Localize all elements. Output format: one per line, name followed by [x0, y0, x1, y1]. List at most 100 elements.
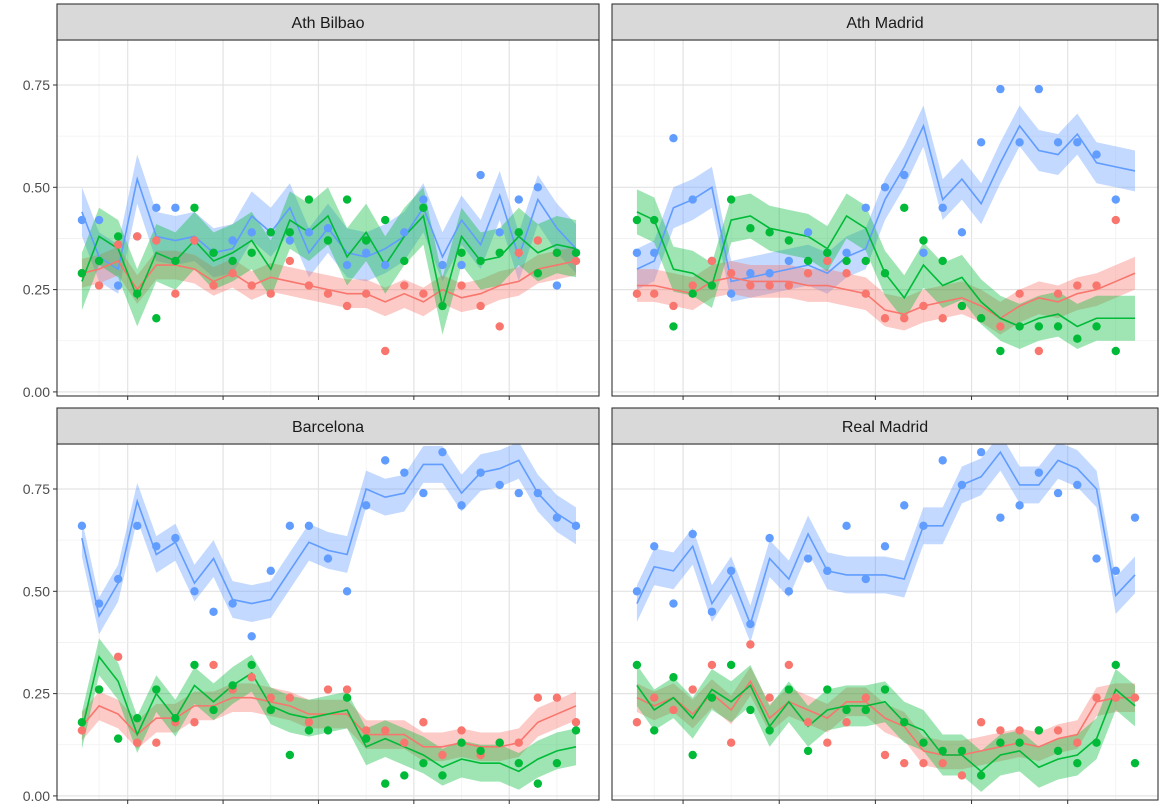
- data-point: [1111, 215, 1120, 225]
- data-point: [784, 236, 794, 245]
- confidence-band: [81, 187, 577, 335]
- facet-panel: Barcelona 0.00 0.25 0.50 0.75: [23, 407, 600, 804]
- data-point: [784, 660, 794, 670]
- data-point: [304, 726, 314, 735]
- data-point: [669, 322, 678, 331]
- data-point: [823, 738, 832, 747]
- data-point: [342, 685, 352, 694]
- facet-strip: [56, 407, 600, 445]
- data-point: [842, 269, 851, 278]
- data-point: [552, 693, 562, 702]
- data-point: [938, 203, 947, 212]
- data-point: [919, 521, 928, 531]
- data-point: [919, 738, 928, 747]
- data-point: [209, 248, 218, 257]
- series-line: [81, 214, 577, 307]
- confidence-band: [636, 433, 1135, 643]
- data-point: [1073, 758, 1082, 768]
- data-point: [976, 447, 986, 457]
- data-point: [1092, 554, 1101, 563]
- data-point: [861, 256, 870, 266]
- data-point: [669, 134, 678, 143]
- data-point: [285, 521, 295, 531]
- data-point: [880, 314, 890, 323]
- data-point: [342, 693, 352, 702]
- confidence-band: [636, 189, 1135, 349]
- data-point: [400, 228, 409, 237]
- data-point: [1034, 726, 1044, 735]
- data-point: [133, 738, 142, 747]
- data-point: [533, 269, 543, 278]
- data-point: [632, 248, 642, 257]
- data-point: [900, 718, 909, 727]
- data-point: [571, 256, 581, 266]
- data-point: [476, 746, 485, 756]
- data-point: [152, 685, 161, 694]
- data-point: [746, 705, 755, 715]
- data-point: [533, 488, 543, 498]
- data-point: [726, 566, 736, 576]
- data-point: [285, 693, 295, 702]
- data-point: [1130, 513, 1140, 522]
- data-point: [900, 501, 909, 510]
- data-point: [861, 289, 870, 298]
- data-point: [495, 228, 504, 237]
- data-point: [381, 215, 390, 225]
- data-point: [1073, 738, 1082, 747]
- data-point: [861, 693, 870, 702]
- data-point: [228, 256, 237, 266]
- data-point: [304, 521, 314, 531]
- data-point: [457, 501, 466, 510]
- data-point: [247, 248, 256, 257]
- data-point: [650, 542, 659, 551]
- data-point: [94, 685, 104, 694]
- data-point: [247, 228, 256, 237]
- data-point: [514, 248, 523, 257]
- data-point: [803, 269, 813, 278]
- data-point: [632, 289, 642, 298]
- data-point: [514, 488, 523, 498]
- data-point: [342, 195, 352, 204]
- data-point: [266, 289, 275, 298]
- data-point: [823, 256, 832, 266]
- data-point: [650, 289, 659, 298]
- data-point: [765, 693, 774, 702]
- data-point: [209, 660, 218, 670]
- data-point: [1053, 488, 1063, 498]
- data-point: [152, 542, 161, 551]
- data-point: [361, 236, 371, 245]
- data-point: [304, 281, 314, 290]
- data-point: [304, 195, 314, 204]
- data-point: [438, 260, 447, 270]
- data-point: [1111, 660, 1120, 670]
- y-tick-label: 0.75: [23, 77, 50, 93]
- data-point: [400, 281, 409, 290]
- data-point: [823, 248, 832, 257]
- data-point: [726, 195, 736, 204]
- data-point: [228, 681, 237, 690]
- data-point: [1053, 322, 1063, 331]
- data-point: [632, 587, 642, 596]
- facet-strip: [56, 3, 600, 41]
- data-point: [996, 84, 1005, 94]
- data-point: [957, 746, 967, 756]
- data-point: [495, 248, 504, 257]
- data-point: [900, 170, 909, 180]
- data-point: [1015, 322, 1024, 331]
- data-point: [361, 726, 371, 735]
- data-point: [457, 248, 466, 257]
- data-point: [803, 228, 813, 237]
- data-point: [976, 314, 986, 323]
- data-point: [171, 256, 180, 266]
- facet-title: Real Madrid: [842, 419, 928, 436]
- data-point: [688, 529, 697, 539]
- data-point: [438, 447, 447, 457]
- data-point: [94, 215, 104, 225]
- data-point: [784, 587, 794, 596]
- data-point: [1111, 195, 1120, 204]
- data-point: [938, 758, 947, 768]
- data-point: [209, 607, 218, 616]
- data-point: [77, 726, 87, 735]
- data-point: [632, 660, 642, 670]
- data-point: [438, 301, 447, 311]
